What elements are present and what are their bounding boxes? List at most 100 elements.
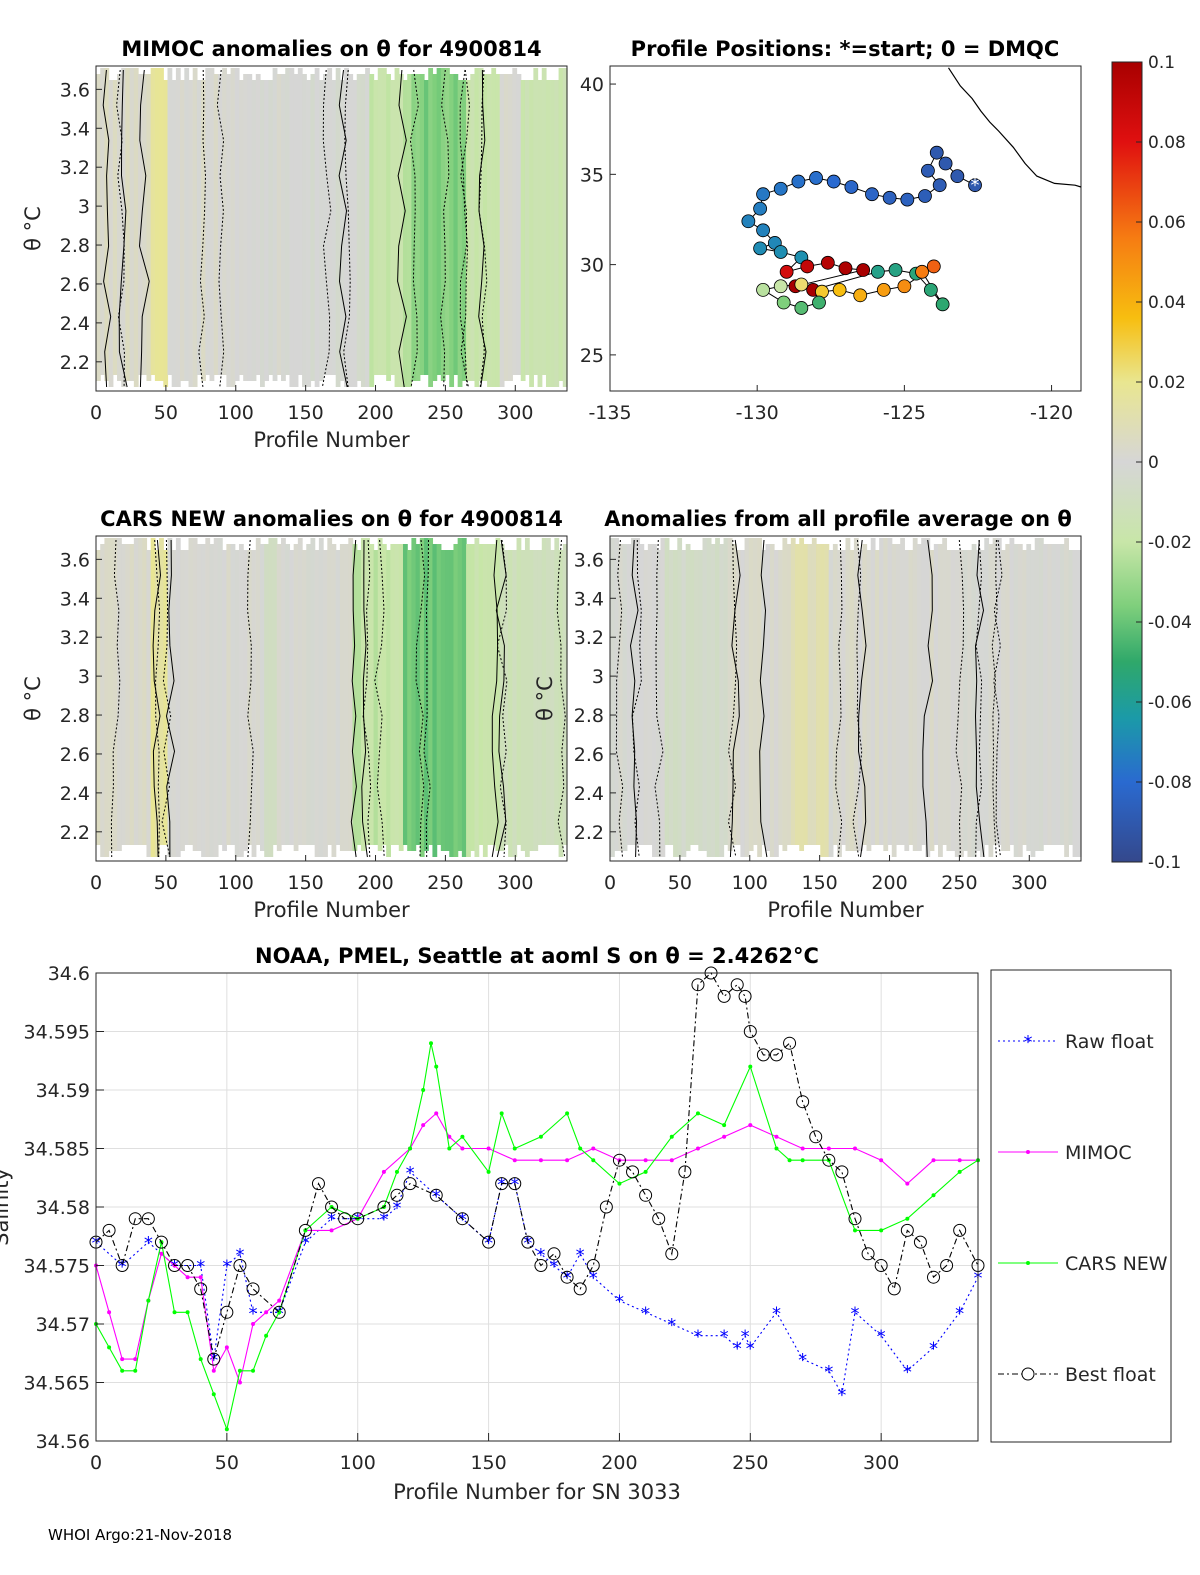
contour-line — [118, 69, 128, 388]
heatmap-cell — [967, 550, 973, 857]
x-tick-label: 50 — [215, 1452, 239, 1474]
data-point-cars-new — [133, 1368, 138, 1373]
data-point-cars-new — [957, 1169, 962, 1174]
axes-box — [95, 535, 568, 862]
heatmap-cell — [832, 544, 838, 845]
heatmap-cell — [390, 544, 396, 845]
heatmap-cell — [125, 68, 131, 381]
mimoc-panel: 0 50 100 150 200 250 300 2.2 2.4 2.6 2.8 3 3.2 3.4 3.6… — [21, 37, 568, 452]
heatmap-cell — [929, 550, 935, 851]
heatmap-cell — [643, 550, 649, 845]
colorbar-tick-label: 0.1 — [1148, 53, 1175, 73]
heatmap-cell — [230, 68, 236, 387]
heatmap-cell — [314, 550, 320, 857]
heatmap-cell — [348, 74, 354, 387]
heatmap-cell — [377, 68, 383, 375]
heatmap-cell — [1009, 538, 1015, 845]
data-point-mimoc — [852, 1146, 857, 1151]
profile-position-point — [870, 264, 885, 279]
heatmap-cell — [297, 68, 303, 375]
heatmap-cell — [104, 538, 110, 857]
heatmap-cell — [243, 74, 248, 381]
data-point-best-float — [691, 978, 705, 992]
profile-position-point — [923, 282, 938, 297]
heatmap-cell — [478, 544, 484, 845]
heatmap-cell — [411, 538, 417, 851]
heatmap-cell — [774, 550, 779, 857]
data-point-cars-new — [146, 1298, 151, 1303]
colorbar-tick-label: -0.08 — [1148, 773, 1192, 793]
heatmap-cell — [541, 68, 547, 375]
heatmap-cell — [524, 80, 530, 375]
heatmap-cell — [1068, 550, 1074, 845]
heatmap-cell — [121, 68, 127, 387]
data-point-cars-new — [787, 1158, 792, 1163]
contour-line — [974, 539, 985, 858]
heatmap-cell — [255, 538, 261, 845]
heatmap-cell — [1034, 538, 1040, 851]
data-point-best-float — [927, 1270, 941, 1284]
heatmap-cell — [184, 68, 190, 381]
x-tick-label: 150 — [288, 402, 324, 424]
data-point-raw-float: * — [392, 1198, 401, 1219]
data-point-raw-float: * — [235, 1245, 244, 1266]
y-tick-label: 2.4 — [60, 313, 90, 335]
heatmap-cell — [234, 68, 240, 381]
colorbar-tick-label: -0.06 — [1148, 693, 1192, 713]
data-point-best-float — [586, 1259, 600, 1272]
heatmap-cell — [138, 74, 143, 375]
profile-position-point — [794, 301, 809, 315]
data-point-best-float — [403, 1177, 417, 1191]
contour-line — [343, 69, 351, 388]
data-point-mimoc — [251, 1322, 256, 1326]
data-point-raw-float: * — [550, 1257, 559, 1278]
data-point-mimoc — [565, 1158, 570, 1163]
profile-position-point — [935, 297, 950, 312]
colorbar-tick-label: 0.08 — [1148, 133, 1186, 153]
x-tick-label: 0 — [90, 402, 102, 424]
heatmap-cell — [297, 538, 303, 845]
data-point-best-float — [390, 1188, 404, 1202]
heatmap-cell — [314, 68, 320, 387]
profile-position-point — [753, 241, 768, 256]
data-point-raw-float: * — [523, 1233, 532, 1254]
colorbar-tick-label: -0.1 — [1148, 853, 1181, 873]
heatmap-cell — [356, 550, 362, 845]
heatmap-cell — [1055, 544, 1061, 845]
heatmap-cell — [1047, 544, 1053, 845]
heatmap-cell — [373, 550, 379, 845]
data-point-cars-new — [852, 1228, 857, 1233]
heatmap-cell — [689, 550, 695, 845]
heatmap-cell — [635, 538, 641, 845]
x-tick-label: 0 — [90, 1452, 102, 1474]
data-point-best-float — [874, 1259, 888, 1272]
heatmap-cell — [327, 68, 333, 375]
heatmap-cell — [554, 80, 560, 387]
data-point-best-float — [482, 1235, 496, 1249]
contour-line — [152, 539, 162, 858]
profile-position-point — [929, 145, 944, 160]
data-point-cars-new — [722, 1123, 727, 1128]
heatmap-cell — [807, 544, 813, 845]
chart-title: MIMOC anomalies on θ for 4900814 — [121, 37, 541, 61]
contour-line — [440, 69, 450, 388]
heatmap-cell — [108, 80, 114, 387]
heatmap-cell — [171, 80, 177, 387]
heatmap-cell — [108, 538, 114, 851]
profile-position-point — [779, 264, 794, 279]
heatmap-cell — [647, 544, 653, 845]
heatmap-cell — [184, 550, 190, 845]
heatmap-cell — [264, 80, 270, 381]
y-tick-label: 3.2 — [60, 157, 90, 179]
contour-line — [161, 539, 172, 858]
y-tick-label: 34.6 — [48, 963, 90, 985]
series-line-mimoc — [95, 1112, 978, 1385]
heatmap-cell — [959, 550, 964, 857]
heatmap-cell — [344, 544, 349, 851]
heatmap-cell — [129, 544, 135, 845]
data-point-cars-new — [107, 1345, 112, 1350]
profile-position-point — [882, 190, 897, 205]
data-point-cars-new — [303, 1228, 308, 1233]
heatmap-cell — [668, 550, 674, 845]
data-point-best-float — [246, 1282, 260, 1296]
